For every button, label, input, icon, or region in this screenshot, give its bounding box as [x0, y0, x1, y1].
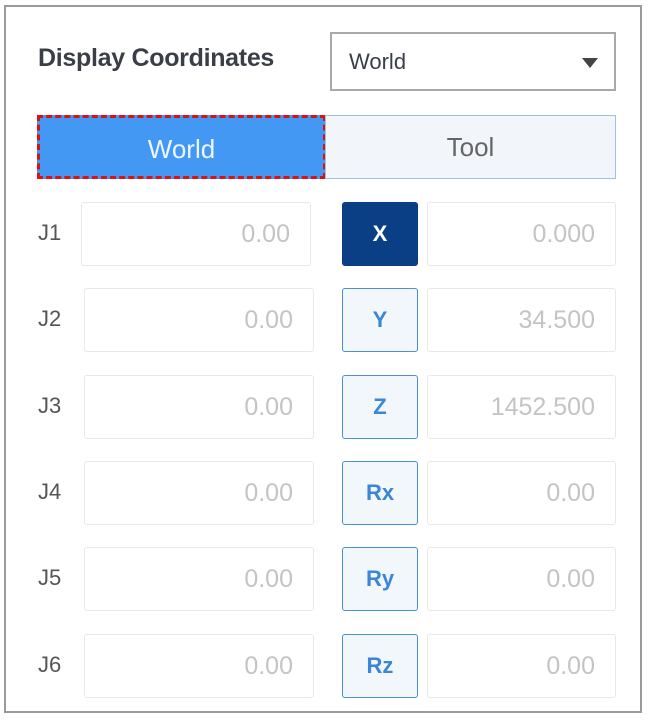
joint-value-input[interactable]: 0.00	[84, 288, 314, 352]
joint-label: J1	[38, 220, 62, 245]
axis-value-input[interactable]: 0.00	[427, 547, 616, 611]
axis-button[interactable]: X	[342, 202, 418, 266]
axis-button[interactable]: Ry	[342, 547, 418, 611]
axis-value-input[interactable]: 0.00	[427, 634, 616, 698]
coordinate-system-select[interactable]: World	[330, 32, 616, 91]
axis-button[interactable]: Rz	[342, 634, 418, 698]
axis-button[interactable]: Rx	[342, 461, 418, 525]
joint-value-input[interactable]: 0.00	[81, 202, 311, 266]
joint-label: J4	[38, 479, 62, 504]
joint-value-input[interactable]: 0.00	[84, 375, 314, 439]
axis-value-input[interactable]: 34.500	[427, 288, 616, 352]
toggle-world[interactable]: World	[37, 115, 326, 179]
joint-label: J2	[38, 306, 62, 331]
axis-value-input[interactable]: 0.000	[427, 202, 616, 266]
joint-value-input[interactable]: 0.00	[84, 547, 314, 611]
joint-value-input[interactable]: 0.00	[84, 634, 314, 698]
axis-button[interactable]: Z	[342, 375, 418, 439]
select-value: World	[349, 49, 407, 74]
joint-value-input[interactable]: 0.00	[84, 461, 314, 525]
coordinates-panel	[4, 5, 642, 713]
axis-value-input[interactable]: 1452.500	[427, 375, 616, 439]
joint-label: J3	[38, 393, 62, 418]
chevron-down-icon	[582, 58, 598, 68]
axis-button[interactable]: Y	[342, 288, 418, 352]
display-coordinates-label: Display Coordinates	[38, 44, 275, 72]
axis-value-input[interactable]: 0.00	[427, 461, 616, 525]
joint-label: J6	[38, 652, 62, 677]
joint-label: J5	[38, 565, 62, 590]
toggle-tool[interactable]: Tool	[325, 115, 616, 179]
